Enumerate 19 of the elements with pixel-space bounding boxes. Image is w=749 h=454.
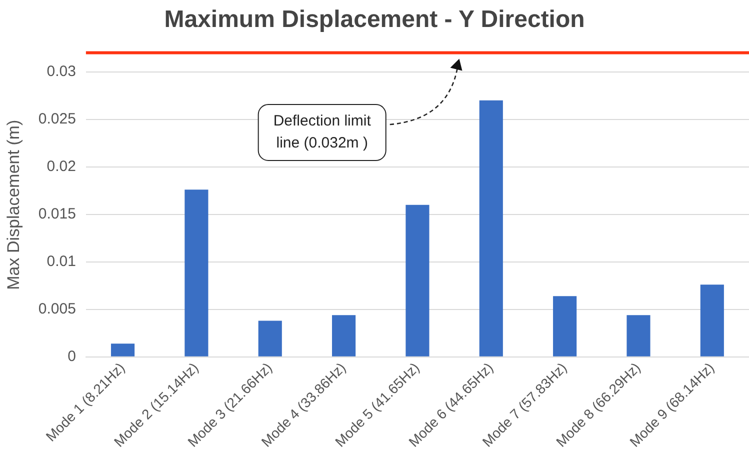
bar [626, 315, 650, 356]
bar [110, 344, 135, 356]
y-tick-label: 0.02 [46, 158, 76, 175]
y-tick-label: 0.005 [38, 300, 76, 318]
annotation: Deflection limit line (0.032m ) [273, 112, 372, 152]
bar [700, 284, 724, 356]
bar [332, 315, 356, 356]
bar [258, 320, 282, 356]
bar [479, 100, 503, 356]
y-tick-label: 0.03 [46, 62, 76, 80]
bar [184, 190, 208, 356]
chart-title: Maximum Displacement - Y Direction [164, 6, 585, 34]
y-tick-label: 0.015 [38, 205, 76, 222]
y-tick-label: 0 [68, 348, 76, 366]
y-axis-title: Max Displacement (m) [4, 120, 23, 290]
y-tick-label: 0.025 [38, 110, 76, 128]
bar [553, 296, 577, 356]
bar [406, 204, 430, 356]
y-tick-label: 0.01 [46, 253, 76, 270]
